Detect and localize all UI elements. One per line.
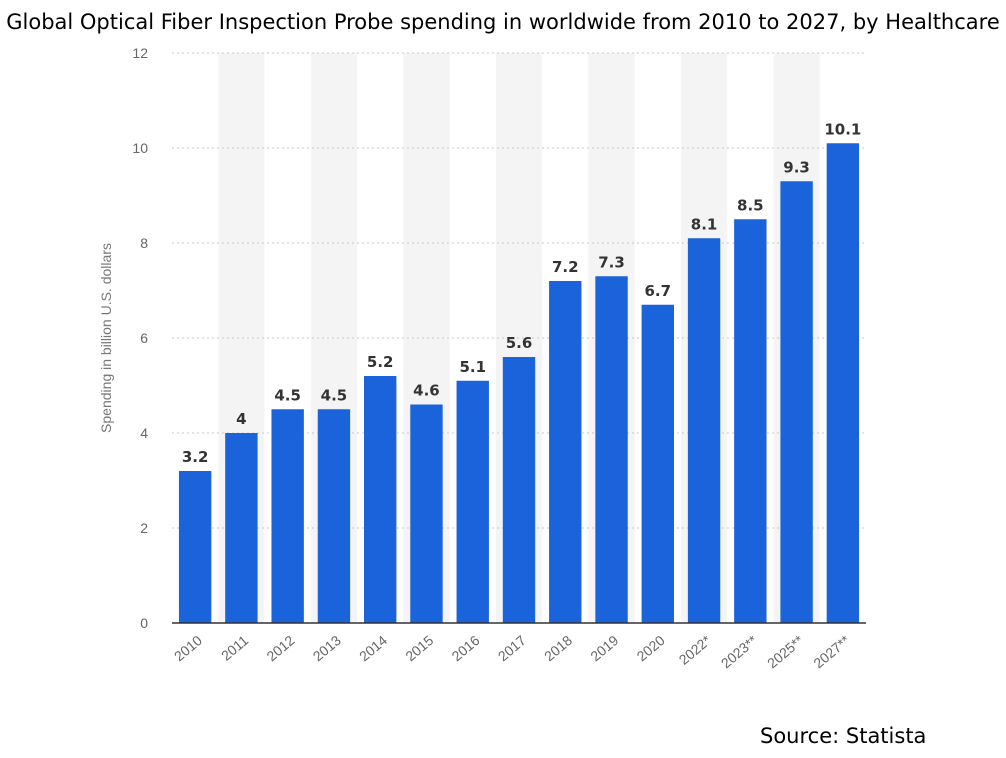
bar-value-label: 7.2 bbox=[552, 258, 579, 276]
bar bbox=[734, 219, 767, 623]
bar bbox=[364, 376, 397, 623]
source-note: Source: Statista bbox=[760, 724, 927, 748]
bar bbox=[826, 143, 860, 623]
y-tick-label: 12 bbox=[132, 45, 148, 61]
x-tick-label: 2014 bbox=[356, 632, 390, 664]
bar-value-label: 5.6 bbox=[506, 334, 533, 352]
x-tick-labels: 2010 2011 2012 2013 2014 2015 2016 2017 2018 2019… bbox=[171, 632, 853, 672]
bars bbox=[178, 143, 860, 623]
x-tick-label: 2011 bbox=[218, 632, 252, 664]
bar bbox=[271, 409, 304, 623]
bar bbox=[178, 471, 212, 623]
bar-value-label: 5.1 bbox=[459, 358, 486, 376]
bar-value-label: 4.5 bbox=[274, 386, 301, 404]
bar-value-label: 9.3 bbox=[783, 158, 810, 176]
bar-value-label: 4 bbox=[236, 410, 246, 428]
bar-value-labels: 3.2 4 4.5 4.5 5.2 4.6 5.1 5.6 7.2 7.3 6.7 8.1 8.5 9.3… bbox=[182, 120, 862, 466]
bar-value-label: 4.6 bbox=[413, 382, 440, 400]
y-tick-label: 6 bbox=[140, 330, 148, 346]
x-tick-label: 2020 bbox=[634, 632, 668, 664]
x-tick-label: 2013 bbox=[310, 632, 344, 664]
bar bbox=[687, 238, 721, 623]
bar-value-label: 4.5 bbox=[321, 386, 348, 404]
bar bbox=[225, 433, 258, 623]
x-tick-label: 2019 bbox=[587, 632, 621, 664]
bar-value-label: 7.3 bbox=[598, 253, 625, 271]
y-tick-label: 8 bbox=[140, 235, 148, 251]
x-tick-label: 2015 bbox=[402, 632, 436, 664]
bar bbox=[549, 281, 582, 623]
y-tick-label: 2 bbox=[140, 520, 148, 536]
x-tick-label: 2012 bbox=[263, 632, 297, 664]
bar bbox=[595, 276, 628, 623]
x-tick-label: 2025** bbox=[764, 632, 807, 672]
bar bbox=[502, 357, 536, 623]
x-tick-label: 2016 bbox=[449, 632, 483, 664]
x-tick-label: 2027** bbox=[810, 632, 853, 672]
bar bbox=[317, 409, 351, 623]
bar-value-label: 6.7 bbox=[645, 282, 672, 300]
x-tick-label: 2022* bbox=[676, 632, 715, 668]
bar bbox=[456, 380, 489, 623]
y-tick-label: 4 bbox=[140, 425, 148, 441]
y-tick-label: 0 bbox=[140, 615, 148, 631]
bar-value-label: 3.2 bbox=[182, 448, 209, 466]
x-tick-label: 2017 bbox=[495, 632, 529, 664]
bar bbox=[780, 181, 813, 623]
bar bbox=[641, 304, 674, 623]
bar-value-label: 10.1 bbox=[824, 120, 861, 138]
y-axis-title: Spending in billion U.S. dollars bbox=[98, 243, 114, 433]
chart-title: Global Optical Fiber Inspection Probe sp… bbox=[6, 10, 1000, 34]
x-tick-label: 2018 bbox=[541, 632, 575, 664]
bar bbox=[410, 404, 443, 623]
y-tick-label: 10 bbox=[132, 140, 148, 156]
bar-value-label: 8.5 bbox=[737, 196, 764, 214]
y-tick-labels: 0 2 4 6 8 10 12 bbox=[132, 45, 148, 631]
x-tick-label: 2010 bbox=[171, 632, 205, 664]
bar-value-label: 8.1 bbox=[691, 215, 718, 233]
x-tick-label: 2023** bbox=[718, 632, 761, 672]
bar-value-label: 5.2 bbox=[367, 353, 394, 371]
